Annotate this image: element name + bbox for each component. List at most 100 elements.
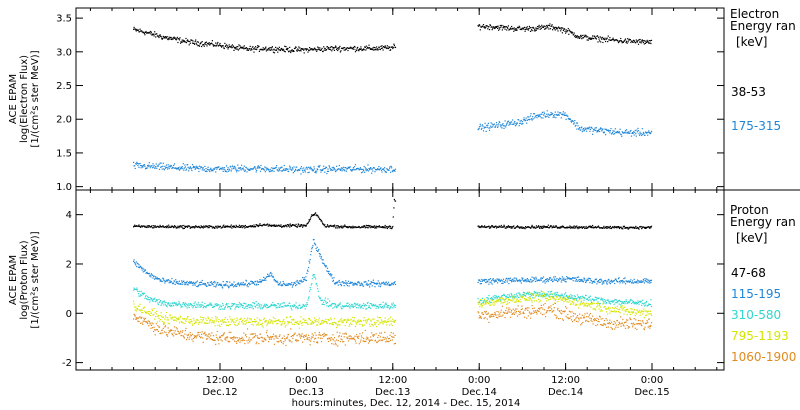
data-point [274,318,276,320]
data-point [635,133,637,135]
data-point [325,321,327,323]
data-point [357,226,359,228]
data-point [511,226,513,228]
data-point [237,305,239,308]
data-point [204,226,206,228]
data-point [169,38,171,40]
data-point [296,226,298,228]
data-point [541,277,543,280]
data-point [374,324,376,326]
data-point [254,303,256,305]
data-point [500,26,502,28]
data-point [352,227,354,229]
data-point [174,37,176,39]
data-point [200,42,202,44]
data-point [619,282,621,284]
data-point [488,29,491,31]
data-point [200,41,202,44]
data-point [217,321,219,323]
data-point [502,125,505,127]
data-point [156,310,158,312]
data-point [353,166,356,168]
data-point [549,298,552,300]
data-point [149,314,151,317]
data-point [227,285,229,287]
data-point [380,319,383,321]
data-point [393,207,395,209]
data-point [182,318,184,320]
data-point [204,322,206,324]
data-point [224,317,226,319]
data-point [511,227,513,229]
data-point [136,287,138,289]
data-point [587,36,589,38]
data-point [524,119,526,121]
data-point [246,285,248,287]
data-point [274,305,276,307]
data-point [552,26,554,28]
data-point [157,165,159,167]
data-point [249,321,251,323]
data-point [633,40,635,42]
data-point [563,301,565,303]
data-point [626,227,628,229]
data-point [158,320,161,322]
data-point [304,170,306,172]
data-point [194,43,196,45]
data-point [201,226,203,228]
data-point [171,318,173,320]
data-point [261,323,263,325]
data-point [573,295,575,297]
data-point [209,168,211,170]
data-point [244,170,246,172]
data-point [206,285,208,287]
data-point [141,294,143,296]
data-point [619,132,621,134]
data-point [542,114,545,116]
data-point [546,113,548,115]
data-point [359,319,361,321]
data-point [185,168,188,170]
data-point [246,319,248,321]
data-point [352,46,354,49]
data-point [650,305,653,308]
data-point [228,324,230,326]
data-point [641,228,643,230]
data-point [266,223,269,225]
data-point [358,281,360,283]
data-point [505,295,507,297]
data-point [524,279,526,281]
data-point [478,226,480,229]
data-point [370,227,372,229]
data-point [164,36,166,38]
data-point [588,296,590,298]
data-point [532,293,534,295]
data-point [572,303,574,305]
data-point [296,323,298,325]
data-point [257,224,259,226]
data-point [515,301,517,303]
data-point [227,168,229,171]
data-point [348,306,350,308]
data-point [331,302,333,305]
data-point [650,132,652,134]
data-point [553,278,555,280]
data-point [300,280,303,282]
data-point [342,305,344,307]
data-point [165,226,167,228]
data-point [227,167,229,169]
data-point [350,281,352,283]
data-point [159,224,161,226]
data-point [508,225,510,228]
data-point [583,304,586,306]
data-point [358,282,360,284]
data-point [289,166,291,168]
data-point [548,295,550,297]
data-point [308,221,310,223]
data-point [368,318,370,320]
data-point [330,46,332,48]
data-point [169,314,171,316]
data-point [211,282,213,284]
data-point [258,324,260,326]
data-point [572,297,574,299]
